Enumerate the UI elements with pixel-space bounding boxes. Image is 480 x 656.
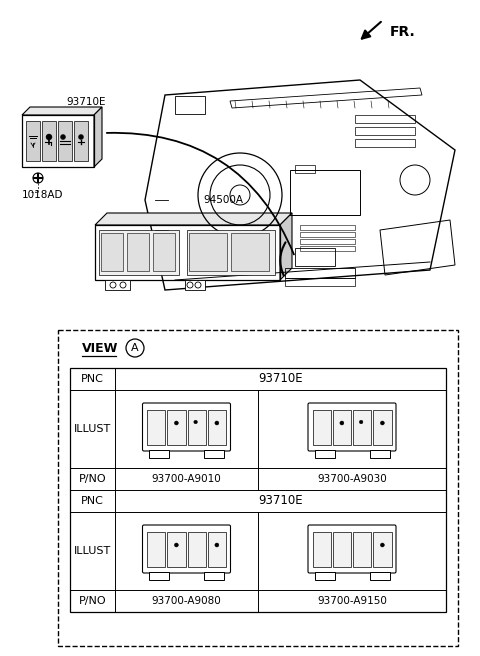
Text: 94500A: 94500A — [203, 195, 243, 205]
Bar — [353, 409, 371, 445]
Text: 93710E: 93710E — [66, 97, 106, 107]
FancyBboxPatch shape — [308, 525, 396, 573]
Bar — [188, 531, 206, 567]
Text: ILLUST: ILLUST — [74, 424, 111, 434]
Circle shape — [79, 134, 84, 140]
Circle shape — [215, 421, 219, 425]
Circle shape — [60, 134, 65, 140]
Bar — [167, 409, 185, 445]
Bar — [149, 449, 169, 457]
Bar — [300, 246, 355, 251]
Text: A: A — [131, 343, 139, 353]
Bar — [187, 230, 275, 275]
Text: 93700-A9080: 93700-A9080 — [152, 596, 221, 606]
Bar — [99, 230, 179, 275]
Bar — [312, 531, 331, 567]
Bar — [370, 571, 389, 579]
Bar — [285, 278, 355, 286]
Bar — [373, 531, 392, 567]
Bar — [22, 115, 94, 167]
Bar — [101, 233, 123, 271]
Bar — [333, 531, 351, 567]
Bar — [295, 165, 315, 173]
Bar — [231, 233, 269, 271]
Bar — [58, 330, 458, 646]
Bar — [355, 127, 415, 135]
Text: 93710E: 93710E — [258, 495, 303, 508]
FancyBboxPatch shape — [143, 525, 230, 573]
Circle shape — [174, 421, 179, 425]
Text: 93700-A9010: 93700-A9010 — [152, 474, 221, 484]
FancyBboxPatch shape — [308, 403, 396, 451]
Text: 93700-A9150: 93700-A9150 — [317, 596, 387, 606]
Circle shape — [360, 420, 363, 424]
Bar — [26, 121, 40, 161]
Polygon shape — [280, 213, 292, 280]
Bar — [185, 280, 205, 290]
Bar — [189, 233, 227, 271]
Bar — [285, 268, 355, 278]
Text: PNC: PNC — [81, 374, 104, 384]
Bar — [208, 531, 226, 567]
Circle shape — [194, 420, 197, 424]
Bar — [355, 115, 415, 123]
FancyBboxPatch shape — [143, 403, 230, 451]
Bar — [149, 571, 169, 579]
Bar — [175, 96, 205, 114]
Polygon shape — [94, 107, 102, 167]
Bar — [333, 409, 351, 445]
Bar — [58, 121, 72, 161]
Text: 93710E: 93710E — [258, 373, 303, 386]
Bar — [355, 139, 415, 147]
Bar — [370, 449, 389, 457]
Text: 93700-A9030: 93700-A9030 — [317, 474, 387, 484]
Bar — [353, 531, 371, 567]
Bar — [300, 225, 355, 230]
Bar — [300, 232, 355, 237]
Bar — [42, 121, 56, 161]
Bar — [208, 409, 226, 445]
Bar — [147, 409, 165, 445]
Bar — [70, 368, 446, 612]
Bar — [74, 121, 88, 161]
Circle shape — [340, 421, 344, 425]
Text: 1018AD: 1018AD — [22, 190, 63, 200]
Bar — [314, 571, 335, 579]
Text: ILLUST: ILLUST — [74, 546, 111, 556]
Bar — [167, 531, 185, 567]
Bar — [127, 233, 149, 271]
Bar — [373, 409, 392, 445]
Text: VIEW: VIEW — [82, 342, 119, 354]
Bar — [312, 409, 331, 445]
Polygon shape — [95, 213, 292, 225]
Bar — [147, 531, 165, 567]
Text: FR.: FR. — [390, 25, 416, 39]
Bar — [295, 248, 335, 266]
Bar — [204, 571, 224, 579]
Bar — [105, 280, 130, 290]
Bar — [314, 449, 335, 457]
Circle shape — [380, 421, 384, 425]
Circle shape — [174, 543, 179, 547]
Circle shape — [380, 543, 384, 547]
Bar — [153, 233, 175, 271]
Text: P/NO: P/NO — [79, 596, 106, 606]
Polygon shape — [22, 107, 102, 115]
Bar — [204, 449, 224, 457]
Text: PNC: PNC — [81, 496, 104, 506]
Bar — [95, 225, 280, 280]
Bar — [290, 170, 360, 215]
Text: P/NO: P/NO — [79, 474, 106, 484]
Circle shape — [215, 543, 219, 547]
Circle shape — [46, 134, 52, 140]
Bar — [188, 409, 206, 445]
Bar — [300, 239, 355, 244]
